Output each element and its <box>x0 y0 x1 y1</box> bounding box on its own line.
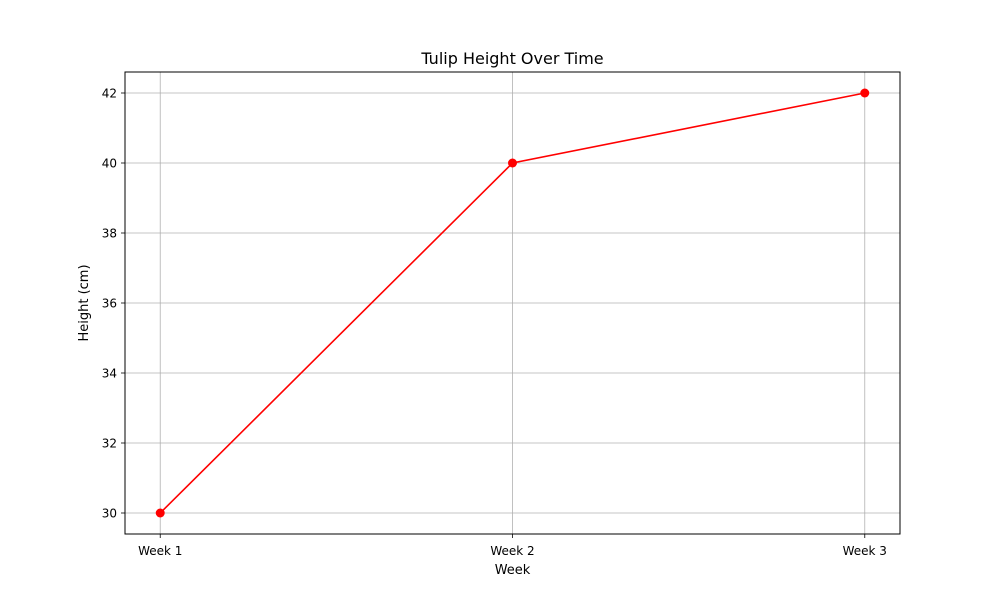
y-tick-label: 32 <box>102 437 117 451</box>
x-tick-label: Week 3 <box>843 544 887 558</box>
x-tick-label: Week 1 <box>138 544 182 558</box>
grid-lines <box>125 72 900 534</box>
y-axis-label: Height (cm) <box>77 264 92 341</box>
y-tick-label: 30 <box>102 507 117 521</box>
x-axis-ticks: Week 1 Week 2 Week 3 <box>138 534 887 558</box>
y-tick-label: 36 <box>102 297 117 311</box>
y-tick-label: 38 <box>102 227 117 241</box>
y-tick-label: 34 <box>102 367 117 381</box>
x-tick-label: Week 2 <box>490 544 534 558</box>
data-series <box>155 88 870 518</box>
y-tick-label: 40 <box>102 157 117 171</box>
chart-title: Tulip Height Over Time <box>420 49 603 68</box>
x-axis-label: Week <box>495 563 531 578</box>
data-point <box>155 508 165 518</box>
data-point <box>860 88 870 98</box>
y-tick-label: 42 <box>102 87 117 101</box>
y-axis-ticks: 30 32 34 36 38 40 42 <box>102 87 125 521</box>
data-point <box>508 158 517 168</box>
